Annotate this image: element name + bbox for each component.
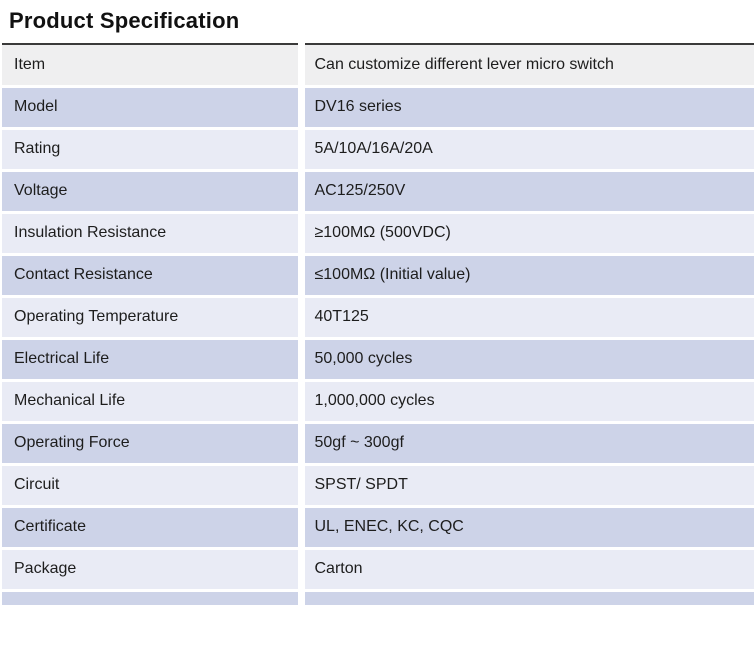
table-row: Package Carton xyxy=(2,548,754,592)
spec-table: Item Can customize different lever micro… xyxy=(2,43,754,605)
spec-value: 40T125 xyxy=(301,296,754,340)
spec-label: Rating xyxy=(2,128,305,172)
spec-label: Electrical Life xyxy=(2,338,305,382)
table-row: Mechanical Life 1,000,000 cycles xyxy=(2,380,754,424)
table-row: Operating Force 50gf ~ 300gf xyxy=(2,422,754,466)
spec-value: Carton xyxy=(301,548,754,592)
partial-next-row-label-cell xyxy=(2,590,305,605)
table-row: Operating Temperature 40T125 xyxy=(2,296,754,340)
spec-value: DV16 series xyxy=(301,86,754,130)
spec-value: AC125/250V xyxy=(301,170,754,214)
partial-row-container xyxy=(2,590,754,605)
table-row: Certificate UL, ENEC, KC, CQC xyxy=(2,506,754,550)
spec-label: Circuit xyxy=(2,464,305,508)
spec-value: ≤100MΩ (Initial value) xyxy=(301,254,754,298)
spec-value: 50gf ~ 300gf xyxy=(301,422,754,466)
table-row: Electrical Life 50,000 cycles xyxy=(2,338,754,382)
spec-label: Operating Temperature xyxy=(2,296,305,340)
partial-next-row-value-cell xyxy=(301,590,754,605)
page-title: Product Specification xyxy=(9,8,240,33)
spec-label: Item xyxy=(2,43,305,88)
spec-label: Operating Force xyxy=(2,422,305,466)
spec-value: Can customize different lever micro swit… xyxy=(301,43,754,88)
table-row: Rating 5A/10A/16A/20A xyxy=(2,128,754,172)
partial-next-row xyxy=(2,590,754,605)
spec-value: 5A/10A/16A/20A xyxy=(301,128,754,172)
table-row: Insulation Resistance ≥100MΩ (500VDC) xyxy=(2,212,754,256)
table-row: Model DV16 series xyxy=(2,86,754,130)
spec-label: Certificate xyxy=(2,506,305,550)
spec-label: Insulation Resistance xyxy=(2,212,305,256)
spec-table-body: Item Can customize different lever micro… xyxy=(2,43,754,592)
table-row: Contact Resistance ≤100MΩ (Initial value… xyxy=(2,254,754,298)
spec-label: Contact Resistance xyxy=(2,254,305,298)
spec-value: SPST/ SPDT xyxy=(301,464,754,508)
spec-value: 1,000,000 cycles xyxy=(301,380,754,424)
spec-value: 50,000 cycles xyxy=(301,338,754,382)
table-row: Circuit SPST/ SPDT xyxy=(2,464,754,508)
spec-label: Model xyxy=(2,86,305,130)
spec-label: Mechanical Life xyxy=(2,380,305,424)
spec-value: ≥100MΩ (500VDC) xyxy=(301,212,754,256)
table-row: Voltage AC125/250V xyxy=(2,170,754,214)
spec-value: UL, ENEC, KC, CQC xyxy=(301,506,754,550)
spec-label: Voltage xyxy=(2,170,305,214)
spec-label: Package xyxy=(2,548,305,592)
table-row: Item Can customize different lever micro… xyxy=(2,43,754,88)
